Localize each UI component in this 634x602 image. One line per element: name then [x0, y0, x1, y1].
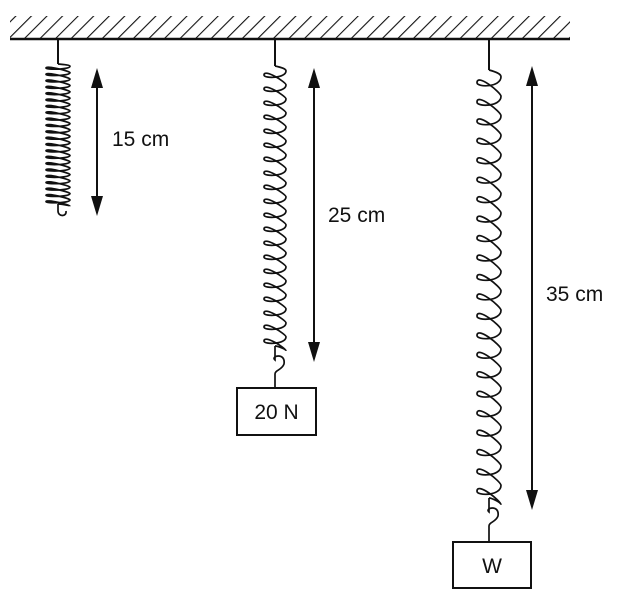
spring-unloaded: 15 cm	[45, 39, 169, 217]
weight-box-20n: 20 N	[236, 387, 317, 436]
length-label-3: 35 cm	[546, 283, 603, 306]
spring-3-hook	[487, 498, 499, 542]
length-label-2: 25 cm	[328, 204, 385, 227]
length-arrow-3	[526, 66, 538, 510]
spring-loaded-w: 35 cm W	[452, 39, 603, 589]
weight-label-20n: 20 N	[254, 401, 298, 424]
weight-box-w: W	[452, 541, 532, 589]
length-label-1: 15 cm	[112, 128, 169, 151]
spring-3-coil	[476, 69, 502, 506]
weight-label-w: W	[482, 555, 502, 578]
length-arrow-2	[308, 68, 320, 362]
ceiling	[10, 16, 570, 41]
spring-2-coil	[263, 65, 287, 352]
spring-2-hook	[273, 346, 285, 388]
spring-1-hook	[57, 204, 67, 217]
ceiling-hatching	[10, 16, 570, 38]
spring-1-coil	[45, 63, 71, 208]
length-arrow-1	[91, 68, 103, 216]
spring-loaded-20n: 25 cm 20 N	[236, 39, 385, 436]
